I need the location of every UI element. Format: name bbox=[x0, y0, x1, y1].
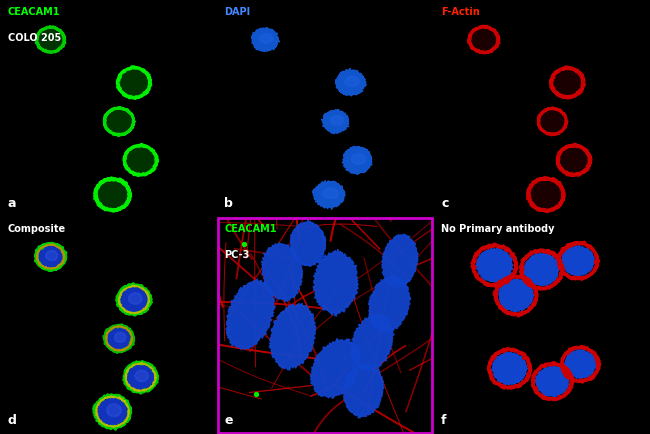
Polygon shape bbox=[322, 187, 339, 199]
Polygon shape bbox=[351, 153, 366, 164]
Polygon shape bbox=[97, 398, 129, 426]
Polygon shape bbox=[561, 245, 594, 277]
Polygon shape bbox=[114, 332, 126, 343]
Polygon shape bbox=[107, 404, 122, 417]
Polygon shape bbox=[369, 275, 411, 333]
Polygon shape bbox=[226, 279, 275, 349]
Text: F-Actin: F-Actin bbox=[441, 7, 480, 17]
Polygon shape bbox=[476, 248, 513, 282]
Polygon shape bbox=[38, 28, 63, 51]
Polygon shape bbox=[97, 180, 128, 209]
Polygon shape bbox=[382, 234, 419, 288]
Text: e: e bbox=[224, 414, 233, 427]
Polygon shape bbox=[313, 181, 345, 210]
Polygon shape bbox=[259, 34, 273, 43]
Polygon shape bbox=[119, 69, 149, 96]
Text: Composite: Composite bbox=[8, 224, 66, 234]
Polygon shape bbox=[135, 370, 149, 382]
Polygon shape bbox=[343, 363, 384, 418]
Text: d: d bbox=[8, 414, 17, 427]
Polygon shape bbox=[313, 250, 359, 316]
Polygon shape bbox=[126, 147, 155, 174]
Polygon shape bbox=[344, 76, 359, 87]
Text: CEACAM1: CEACAM1 bbox=[224, 224, 277, 234]
Polygon shape bbox=[107, 327, 131, 350]
Point bbox=[239, 240, 249, 247]
Polygon shape bbox=[559, 147, 588, 174]
Text: COLO 205: COLO 205 bbox=[8, 33, 61, 43]
Polygon shape bbox=[45, 250, 58, 261]
Text: No Primary antibody: No Primary antibody bbox=[441, 224, 554, 234]
Polygon shape bbox=[350, 314, 395, 371]
Polygon shape bbox=[291, 220, 326, 267]
Polygon shape bbox=[564, 349, 597, 378]
Polygon shape bbox=[330, 115, 344, 125]
Polygon shape bbox=[491, 352, 528, 385]
Polygon shape bbox=[535, 366, 569, 397]
Polygon shape bbox=[342, 146, 372, 175]
Polygon shape bbox=[471, 28, 497, 52]
Polygon shape bbox=[523, 253, 559, 286]
Polygon shape bbox=[261, 243, 302, 302]
Polygon shape bbox=[120, 287, 148, 312]
Text: b: b bbox=[224, 197, 233, 210]
Polygon shape bbox=[252, 27, 280, 52]
Polygon shape bbox=[105, 109, 132, 134]
Text: PC-3: PC-3 bbox=[224, 250, 250, 260]
Text: CEACAM1: CEACAM1 bbox=[8, 7, 60, 17]
Polygon shape bbox=[322, 109, 349, 134]
Polygon shape bbox=[540, 110, 565, 133]
Text: a: a bbox=[8, 197, 16, 210]
Text: c: c bbox=[441, 197, 448, 210]
Text: f: f bbox=[441, 414, 447, 427]
Polygon shape bbox=[269, 303, 316, 370]
Point bbox=[252, 391, 262, 398]
Polygon shape bbox=[499, 279, 534, 312]
Polygon shape bbox=[38, 245, 64, 268]
Polygon shape bbox=[552, 69, 582, 96]
Polygon shape bbox=[311, 339, 361, 398]
Polygon shape bbox=[335, 69, 367, 96]
Polygon shape bbox=[129, 293, 142, 305]
Text: DAPI: DAPI bbox=[224, 7, 250, 17]
Polygon shape bbox=[530, 180, 562, 210]
Polygon shape bbox=[126, 365, 154, 390]
